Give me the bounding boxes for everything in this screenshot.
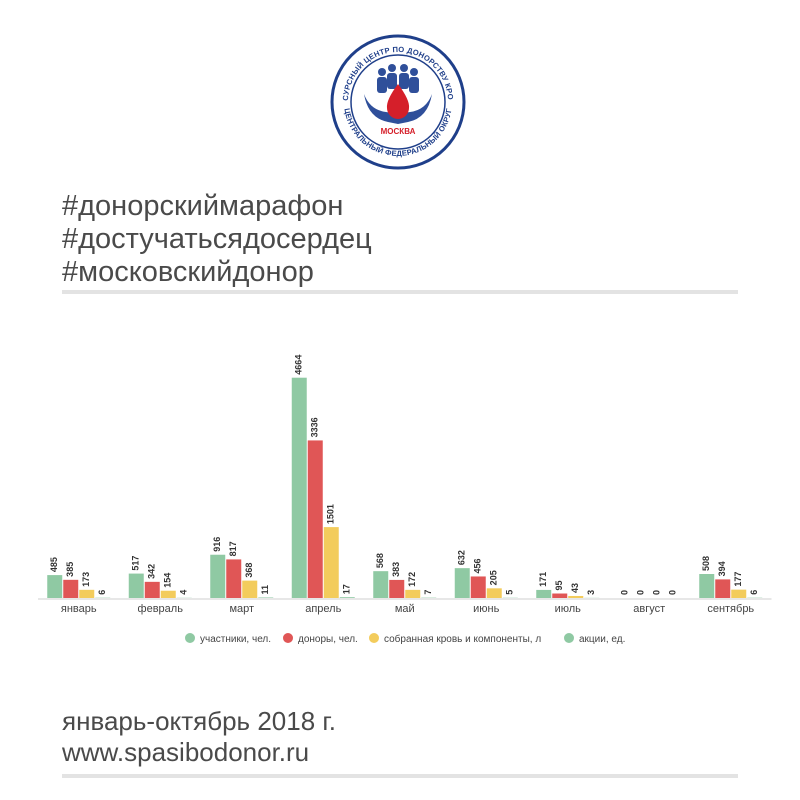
data-label: 154 [163, 573, 173, 588]
hands-icon [364, 94, 432, 124]
hashtag: #достучатьсядосердец [62, 223, 372, 255]
bottom-divider [62, 774, 738, 778]
data-label: 6 [749, 590, 759, 595]
bar [715, 579, 731, 598]
data-label: 7 [423, 590, 433, 595]
data-label: 916 [212, 537, 222, 552]
bar [405, 589, 421, 598]
data-label: 172 [407, 572, 417, 587]
data-label: 508 [701, 556, 711, 571]
bar [63, 579, 79, 598]
bar [210, 554, 226, 598]
tick-label: сентябрь [707, 603, 754, 615]
data-label: 4664 [294, 355, 304, 375]
data-label: 456 [473, 558, 483, 573]
data-label: 817 [228, 541, 238, 556]
data-label: 5 [505, 590, 515, 595]
data-label: 1501 [326, 504, 336, 524]
data-label: 517 [131, 556, 141, 571]
bar [536, 589, 552, 598]
bar [699, 574, 715, 598]
hashtags: #донорскиймарафон #достучатьсядосердец #… [62, 190, 372, 289]
legend-marker [185, 633, 195, 643]
legend-marker [564, 633, 574, 643]
bar [160, 590, 176, 598]
data-label: 0 [652, 590, 662, 595]
donor-center-logo: РЕСУРСНЫЙ ЦЕНТР ПО ДОНОРСТВУ КРОВИ ЦЕНТР… [330, 34, 466, 170]
data-label: 568 [375, 553, 385, 568]
data-label: 4 [179, 590, 189, 595]
data-label: 0 [668, 590, 678, 595]
data-label: 394 [717, 561, 727, 576]
bar [454, 568, 470, 598]
legend-marker [369, 633, 379, 643]
bar [470, 576, 486, 598]
data-label: 43 [570, 583, 580, 593]
data-label: 0 [636, 590, 646, 595]
tick-label: январь [61, 603, 97, 615]
bar [47, 575, 63, 598]
tick-label: февраль [138, 603, 184, 615]
blood-drop-icon [386, 84, 410, 119]
legend-label: собранная кровь и компоненты, л [384, 633, 541, 645]
legend-marker [283, 633, 293, 643]
bar [323, 527, 339, 598]
tick-label: июль [555, 603, 582, 615]
data-label: 6 [97, 590, 107, 595]
bar [568, 595, 584, 598]
data-label: 385 [65, 562, 75, 577]
bar [307, 440, 323, 598]
data-label: 17 [342, 584, 352, 594]
data-label: 95 [554, 580, 564, 590]
bar [128, 573, 144, 598]
data-label: 368 [244, 563, 254, 578]
data-label: 173 [81, 572, 91, 587]
legend-label: доноры, чел. [298, 634, 358, 645]
data-label: 342 [147, 564, 157, 579]
logo-city: МОСКВА [381, 127, 416, 136]
data-label: 383 [391, 562, 401, 577]
tick-label: апрель [305, 603, 341, 615]
bar [339, 597, 355, 598]
data-label: 205 [489, 570, 499, 585]
bar [389, 579, 405, 598]
bar [226, 559, 242, 598]
bar [242, 580, 258, 598]
bar [291, 377, 307, 598]
tick-label: март [229, 603, 254, 615]
legend-label: акции, ед. [579, 634, 625, 645]
hashtag: #московскийдонор [62, 256, 314, 288]
data-label: 485 [49, 557, 59, 572]
bar [79, 589, 95, 598]
bar [731, 589, 747, 598]
bar [486, 588, 502, 598]
bar [373, 571, 389, 598]
website-label: www.spasibodonor.ru [62, 737, 310, 767]
data-label: 171 [538, 572, 548, 587]
data-label: 3 [586, 590, 596, 595]
bar [552, 593, 568, 598]
data-label: 3336 [310, 417, 320, 437]
legend-label: участники, чел. [200, 634, 271, 645]
data-label: 177 [733, 572, 743, 587]
top-divider [62, 290, 738, 294]
data-label: 0 [620, 590, 630, 595]
tick-label: июнь [473, 603, 499, 615]
people-icon [377, 64, 419, 93]
data-label: 632 [457, 550, 467, 565]
period-label: январь-октябрь 2018 г. [62, 706, 336, 736]
data-label: 11 [260, 585, 270, 595]
bar [258, 597, 274, 598]
bar [144, 581, 160, 598]
tick-label: август [633, 603, 665, 615]
tick-label: май [395, 603, 415, 615]
hashtag: #донорскиймарафон [62, 190, 344, 222]
footer: январь-октябрь 2018 г. www.spasibodonor.… [62, 706, 336, 768]
